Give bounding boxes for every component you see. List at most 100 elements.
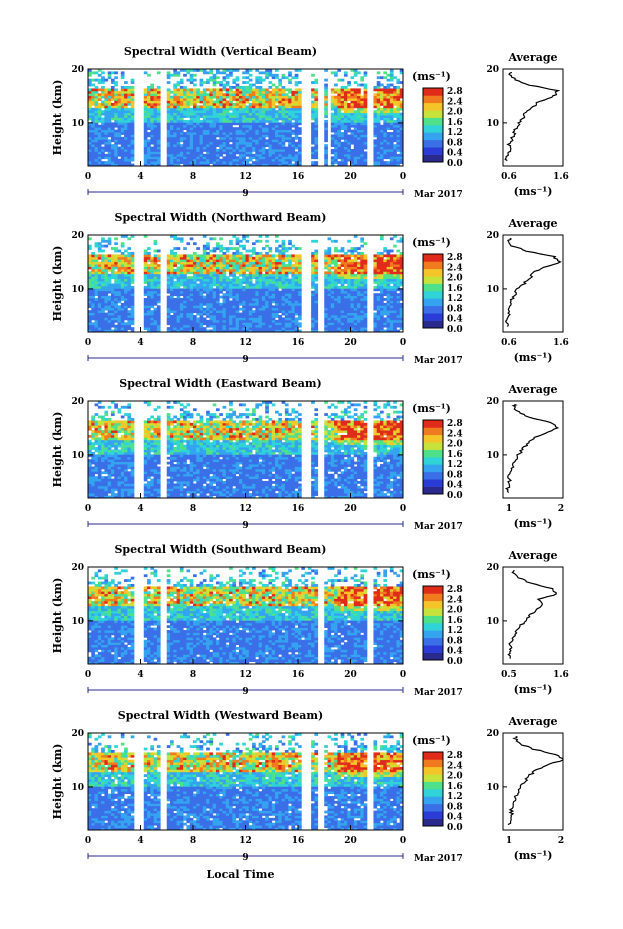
- colorbar-tick-label: 1.6: [447, 118, 463, 128]
- colorbar-tick-label: 1.6: [447, 616, 463, 626]
- average-title: Average: [507, 217, 557, 230]
- colorbar-segment: [423, 803, 443, 812]
- y-tick-label: 10: [71, 617, 84, 627]
- x-tick-label: 12: [239, 504, 252, 514]
- x-tick-label: 8: [190, 338, 196, 348]
- avg-x-tick-label: 0.6: [501, 172, 517, 182]
- avg-y-tick-label: 10: [486, 285, 499, 295]
- date-label: Mar 2017: [414, 522, 463, 532]
- average-profile-line: [504, 403, 560, 493]
- y-tick-label: 10: [71, 783, 84, 793]
- colorbar-tick-label: 0.8: [447, 470, 463, 480]
- x-tick-label: 4: [137, 504, 143, 514]
- panel-title: Spectral Width (Eastward Beam): [119, 377, 321, 390]
- x-tick-label: 16: [292, 504, 305, 514]
- colorbar-segment: [423, 586, 443, 594]
- x-tick-label: 0: [85, 172, 91, 182]
- avg-unit-label: (ms⁻¹): [514, 517, 553, 530]
- colorbar-tick-label: 0.4: [447, 315, 463, 325]
- x-tick-label: 12: [239, 670, 252, 680]
- x-tick-label: 20: [344, 504, 357, 514]
- colorbar-segment: [423, 320, 443, 329]
- colorbar-tick-label: 1.6: [447, 782, 463, 792]
- colorbar-segment: [423, 486, 443, 495]
- colorbar-tick-label: 2.0: [447, 440, 463, 450]
- colorbar-segment: [423, 766, 443, 775]
- panel-3: Spectral Width (Eastward Beam)1020Height…: [51, 377, 564, 532]
- average-profile-line: [507, 735, 564, 826]
- colorbar-segment: [423, 471, 443, 480]
- colorbar-segment: [423, 442, 443, 450]
- day-label: 9: [242, 189, 248, 199]
- x-tick-label: 8: [190, 836, 196, 846]
- colorbar-segment: [423, 781, 443, 790]
- avg-y-tick-label: 20: [486, 65, 499, 75]
- date-label: Mar 2017: [414, 854, 463, 864]
- colorbar-frame: [422, 751, 444, 827]
- colorbar-tick-label: 2.0: [447, 274, 463, 284]
- colorbar-segment: [423, 147, 443, 155]
- colorbar-unit: (ms⁻¹): [412, 70, 451, 83]
- x-tick-label: 16: [292, 670, 305, 680]
- y-tick-label: 20: [71, 65, 84, 75]
- colorbar-tick-label: 0.8: [447, 636, 463, 646]
- colorbar-segment: [423, 789, 443, 797]
- colorbar-segment: [423, 464, 443, 473]
- colorbar-segment: [423, 139, 443, 148]
- day-label: 9: [242, 355, 248, 365]
- colorbar-tick-label: 0.0: [447, 823, 463, 833]
- colorbar-tick-label: 1.6: [447, 284, 463, 294]
- y-tick-label: 10: [71, 285, 84, 295]
- colorbar-segment: [423, 608, 443, 616]
- avg-unit-label: (ms⁻¹): [514, 849, 553, 862]
- colorbar-segment: [423, 254, 443, 262]
- avg-x-tick-label: 1: [506, 504, 512, 514]
- colorbar-unit: (ms⁻¹): [412, 568, 451, 581]
- avg-x-tick-label: 0.6: [501, 338, 517, 348]
- y-axis-label: Height (km): [51, 578, 64, 654]
- colorbar-segment: [423, 630, 443, 639]
- colorbar-tick-label: 2.4: [447, 429, 463, 439]
- colorbar-frame: [422, 87, 444, 163]
- average-frame: [502, 566, 564, 665]
- avg-y-tick-label: 20: [486, 563, 499, 573]
- colorbar-segment: [423, 645, 443, 653]
- y-tick-label: 20: [71, 563, 84, 573]
- colorbar-segment: [423, 637, 443, 646]
- colorbar-segment: [423, 774, 443, 782]
- panel-title: Spectral Width (Westward Beam): [118, 709, 323, 722]
- avg-x-tick-label: 1.6: [553, 338, 569, 348]
- colorbar-tick-label: 2.0: [447, 108, 463, 118]
- x-axis-label: Local Time: [207, 868, 275, 881]
- x-tick-label: 8: [190, 504, 196, 514]
- avg-x-tick-label: 2: [558, 836, 564, 846]
- y-axis-label: Height (km): [51, 744, 64, 820]
- colorbar-segment: [423, 593, 443, 602]
- date-label: Mar 2017: [414, 190, 463, 200]
- y-tick-label: 20: [71, 397, 84, 407]
- average-profile-line: [507, 569, 557, 659]
- colorbar-frame: [422, 419, 444, 495]
- x-tick-label: 0: [85, 836, 91, 846]
- x-tick-label: 16: [292, 338, 305, 348]
- date-label: Mar 2017: [414, 356, 463, 366]
- colorbar-tick-label: 0.8: [447, 304, 463, 314]
- colorbar-segment: [423, 623, 443, 631]
- average-frame: [502, 732, 564, 831]
- colorbar-segment: [423, 110, 443, 118]
- colorbar-tick-label: 2.4: [447, 263, 463, 273]
- x-tick-label: 20: [344, 836, 357, 846]
- y-axis-label: Height (km): [51, 412, 64, 488]
- colorbar-tick-label: 1.2: [447, 792, 463, 802]
- colorbar-tick-label: 0.4: [447, 481, 463, 491]
- colorbar-segment: [423, 420, 443, 428]
- heatmap-cells: [88, 401, 404, 499]
- x-tick-label: 16: [292, 172, 305, 182]
- colorbar-segment: [423, 102, 443, 111]
- colorbar-tick-label: 2.8: [447, 87, 463, 97]
- average-profile-line: [504, 237, 562, 327]
- colorbar-tick-label: 0.4: [447, 149, 463, 159]
- colorbar-tick-label: 0.8: [447, 802, 463, 812]
- panel-title: Spectral Width (Vertical Beam): [124, 45, 317, 58]
- colorbar-tick-label: 2.8: [447, 253, 463, 263]
